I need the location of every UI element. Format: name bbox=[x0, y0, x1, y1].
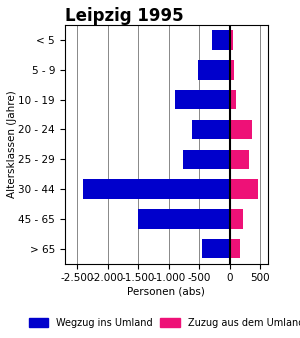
Bar bbox=[202, 239, 230, 259]
Bar bbox=[192, 120, 230, 139]
Bar bbox=[230, 90, 236, 109]
Bar bbox=[183, 150, 230, 169]
Bar bbox=[230, 60, 234, 79]
Bar bbox=[230, 150, 249, 169]
Bar bbox=[175, 90, 230, 109]
Bar bbox=[198, 60, 230, 79]
Bar bbox=[138, 209, 230, 228]
Bar bbox=[212, 30, 230, 50]
X-axis label: Personen (abs): Personen (abs) bbox=[128, 286, 205, 296]
Bar bbox=[230, 209, 243, 228]
Bar bbox=[83, 179, 230, 199]
Y-axis label: Altersklassen (Jahre): Altersklassen (Jahre) bbox=[7, 91, 17, 198]
Legend: Wegzug ins Umland, Zuzug aus dem Umland: Wegzug ins Umland, Zuzug aus dem Umland bbox=[25, 314, 300, 332]
Bar bbox=[230, 179, 258, 199]
Bar bbox=[230, 239, 240, 259]
Bar bbox=[230, 30, 233, 50]
Text: Leipzig 1995: Leipzig 1995 bbox=[65, 7, 183, 25]
Bar bbox=[230, 120, 252, 139]
